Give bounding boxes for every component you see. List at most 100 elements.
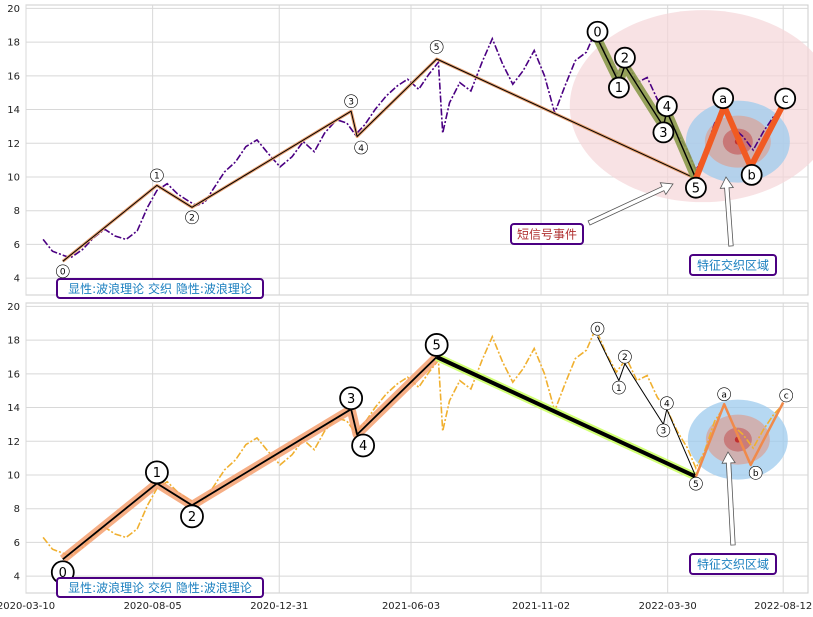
top-y-tick-label: 4 — [14, 274, 20, 285]
bottom-main-wave-point-4-label: 4 — [359, 439, 367, 454]
top-main-wave-point-0-label: 0 — [60, 268, 66, 278]
bottom-abc-wave-point-c-label: c — [784, 392, 789, 402]
top-sub-wave-point-1-label: 1 — [615, 81, 623, 96]
top-y-tick-label: 6 — [14, 240, 20, 251]
bottom-y-tick-label: 6 — [14, 538, 20, 549]
top-annotation-box — [56, 278, 264, 299]
x-tick-label: 2022-03-30 — [639, 601, 697, 612]
bottom-main-wave-point-0-label: 0 — [59, 566, 67, 581]
bottom-y-tick-label: 12 — [7, 437, 20, 448]
top-sub-wave-point-5-label: 5 — [692, 181, 700, 196]
short-signal-arrow — [587, 182, 674, 226]
short-signal-box — [510, 223, 584, 245]
top-abc-wave-point-c-circle — [774, 87, 797, 110]
bottom-sub-wave-point-1-circle — [612, 380, 626, 395]
top-sub-wave-point-3-label: 3 — [659, 126, 667, 141]
top-panel: 468101214161820012345012345abc短信号事件特征交织区… — [7, 4, 813, 299]
bottom-annotation-text: 显性:波浪理论 交织 隐性:波浪理论 — [68, 580, 252, 595]
top-main-wave-point-1-circle — [150, 168, 164, 183]
bottom-annotation-box — [56, 577, 264, 598]
bottom-sub-wave-line — [597, 336, 697, 477]
bottom-sub-wave-point-4-label: 4 — [664, 399, 670, 409]
bottom-abc-wave-point-b-label: b — [753, 469, 759, 479]
top-annotation-text: 显性:波浪理论 交织 隐性:波浪理论 — [68, 281, 252, 296]
top-main-wave-point-4-label: 4 — [358, 144, 364, 154]
top-abc-wave-point-b-label: b — [748, 169, 756, 184]
top-main-wave-point-5-label: 5 — [434, 43, 440, 53]
top-main-wave-point-3-circle — [344, 94, 358, 109]
top-y-tick-label: 10 — [7, 172, 20, 183]
bottom-sub-wave-point-3-circle — [656, 423, 671, 438]
top-abc-wave-point-a-circle — [712, 87, 735, 110]
bottom-sub-wave-point-5-label: 5 — [693, 480, 699, 490]
bottom-y-tick-label: 4 — [14, 572, 20, 583]
top-abc-wave-point-b-circle — [740, 163, 763, 186]
bottom-sub-wave-point-3-label: 3 — [661, 427, 667, 437]
bottom-main-wave-point-3-circle — [339, 386, 364, 411]
bottom-main-wave-point-3-label: 3 — [347, 392, 355, 407]
top-sub-wave-point-4-circle — [655, 95, 678, 118]
x-tick-label: 2021-06-03 — [382, 601, 440, 612]
top-main-wave-point-2-label: 2 — [189, 214, 195, 224]
bottom-main-wave-point-1-label: 1 — [153, 466, 161, 481]
top-feature-arrow — [719, 176, 735, 247]
bottom-y-tick-label: 8 — [14, 504, 20, 515]
top-sub-wave-point-2-label: 2 — [621, 51, 629, 66]
bottom-abc-wave-line — [694, 401, 785, 478]
bottom-sub-wave-point-2-label: 2 — [622, 353, 628, 363]
bottom-sub-wave-point-5-circle — [689, 476, 703, 491]
bottom-main-wave-point-5-label: 5 — [433, 339, 441, 354]
bottom-main-wave-point-1-circle — [145, 460, 169, 485]
bottom-main-wave-line — [62, 356, 438, 561]
top-main-wave-point-2-circle — [185, 210, 199, 225]
x-axis: 2020-03-10 2020-08-05 2020-12-31 2021-06-03… — [0, 601, 812, 612]
top-sub-wave-point-2-circle — [614, 46, 636, 69]
bottom-abc-wave-point-b-circle — [748, 466, 763, 480]
bottom-main-wave-point-4-circle — [351, 433, 376, 458]
top-abc-wave-point-c-label: c — [782, 92, 789, 107]
bottom-feature-zone-box — [689, 553, 777, 575]
bottom-y-tick-label: 16 — [7, 369, 20, 380]
top-feature-zone-box — [689, 254, 777, 276]
bottom-main-wave-point-2-label: 2 — [188, 510, 196, 525]
top-y-tick-label: 20 — [7, 4, 20, 15]
top-main-wave-point-1-label: 1 — [154, 172, 160, 182]
bottom-sub-wave-point-2-circle — [618, 349, 632, 364]
bottom-sub-wave-point-1-label: 1 — [616, 384, 622, 394]
top-y-tick-label: 12 — [7, 139, 20, 150]
top-sub-wave-point-1-circle — [608, 76, 630, 99]
top-abc-wave-point-a-label: a — [719, 92, 727, 107]
bottom-sub-wave-point-0-circle — [590, 321, 605, 336]
top-main-wave-point-4-circle — [354, 140, 368, 155]
bottom-y-tick-label: 20 — [7, 302, 20, 313]
top-sub-wave-point-0-circle — [586, 20, 609, 43]
top-y-tick-label: 8 — [14, 206, 20, 217]
short-signal-text: 短信号事件 — [517, 228, 577, 242]
top-sub-wave-point-0-label: 0 — [593, 25, 601, 40]
bottom-y-tick-label: 18 — [7, 336, 20, 347]
top-main-wave-line — [62, 58, 697, 262]
bottom-y-tick-label: 10 — [7, 470, 20, 481]
top-feature-zone-text: 特征交织区域 — [697, 258, 769, 273]
bottom-abc-wave-point-a-circle — [717, 387, 731, 401]
top-sub-wave-point-3-circle — [652, 121, 675, 144]
bottom-feature-zone-text: 特征交织区域 — [697, 557, 769, 572]
top-main-wave-point-5-circle — [429, 40, 444, 54]
bottom-down-wave-line — [435, 355, 697, 479]
bottom-y-tick-label: 14 — [7, 403, 20, 414]
bottom-panel: 468101214161820012345012345abc特征交织区域显性:波… — [7, 302, 809, 598]
top-y-tick-label: 18 — [7, 38, 20, 49]
top-y-tick-label: 14 — [7, 105, 20, 116]
x-tick-label: 2020-12-31 — [250, 601, 308, 612]
top-main-wave-point-3-label: 3 — [348, 97, 354, 107]
top-sub-wave-point-5-circle — [685, 176, 707, 199]
bottom-main-wave-point-5-circle — [424, 333, 449, 357]
bottom-sub-wave-point-0-label: 0 — [595, 325, 601, 335]
x-tick-label: 2020-08-05 — [124, 601, 182, 612]
top-sub-wave-line — [596, 38, 697, 179]
bottom-abc-wave-point-c-circle — [779, 388, 793, 403]
x-tick-label: 2022-08-12 — [754, 601, 812, 612]
top-main-wave-point-0-circle — [55, 264, 70, 279]
bottom-feature-arrow — [721, 451, 736, 546]
